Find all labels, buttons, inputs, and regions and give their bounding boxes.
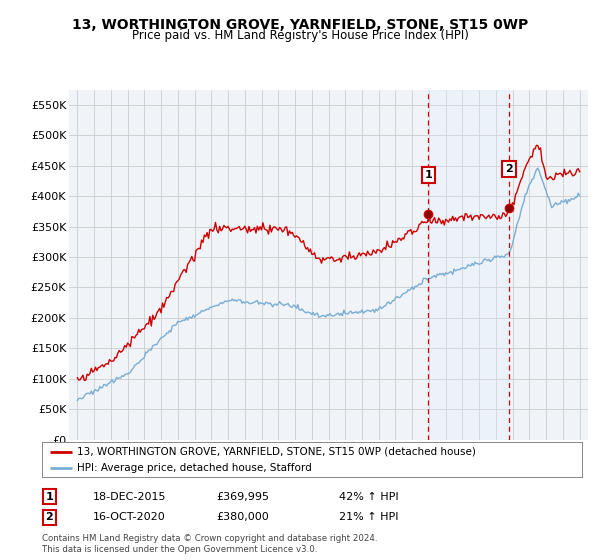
Text: 13, WORTHINGTON GROVE, YARNFIELD, STONE, ST15 0WP: 13, WORTHINGTON GROVE, YARNFIELD, STONE,… [72,18,528,32]
Text: 1: 1 [46,492,53,502]
Text: 2: 2 [505,164,513,174]
Text: 1: 1 [424,170,432,180]
Text: HPI: Average price, detached house, Stafford: HPI: Average price, detached house, Staf… [77,463,312,473]
Text: Contains HM Land Registry data © Crown copyright and database right 2024.: Contains HM Land Registry data © Crown c… [42,534,377,543]
Text: 16-OCT-2020: 16-OCT-2020 [93,512,166,522]
Text: This data is licensed under the Open Government Licence v3.0.: This data is licensed under the Open Gov… [42,545,317,554]
Text: 13, WORTHINGTON GROVE, YARNFIELD, STONE, ST15 0WP (detached house): 13, WORTHINGTON GROVE, YARNFIELD, STONE,… [77,447,476,457]
Text: 18-DEC-2015: 18-DEC-2015 [93,492,167,502]
Text: £380,000: £380,000 [216,512,269,522]
Text: £369,995: £369,995 [216,492,269,502]
Text: 2: 2 [46,512,53,522]
Text: Price paid vs. HM Land Registry's House Price Index (HPI): Price paid vs. HM Land Registry's House … [131,29,469,42]
Text: 42% ↑ HPI: 42% ↑ HPI [339,492,398,502]
Text: 21% ↑ HPI: 21% ↑ HPI [339,512,398,522]
Bar [428,90,509,440]
